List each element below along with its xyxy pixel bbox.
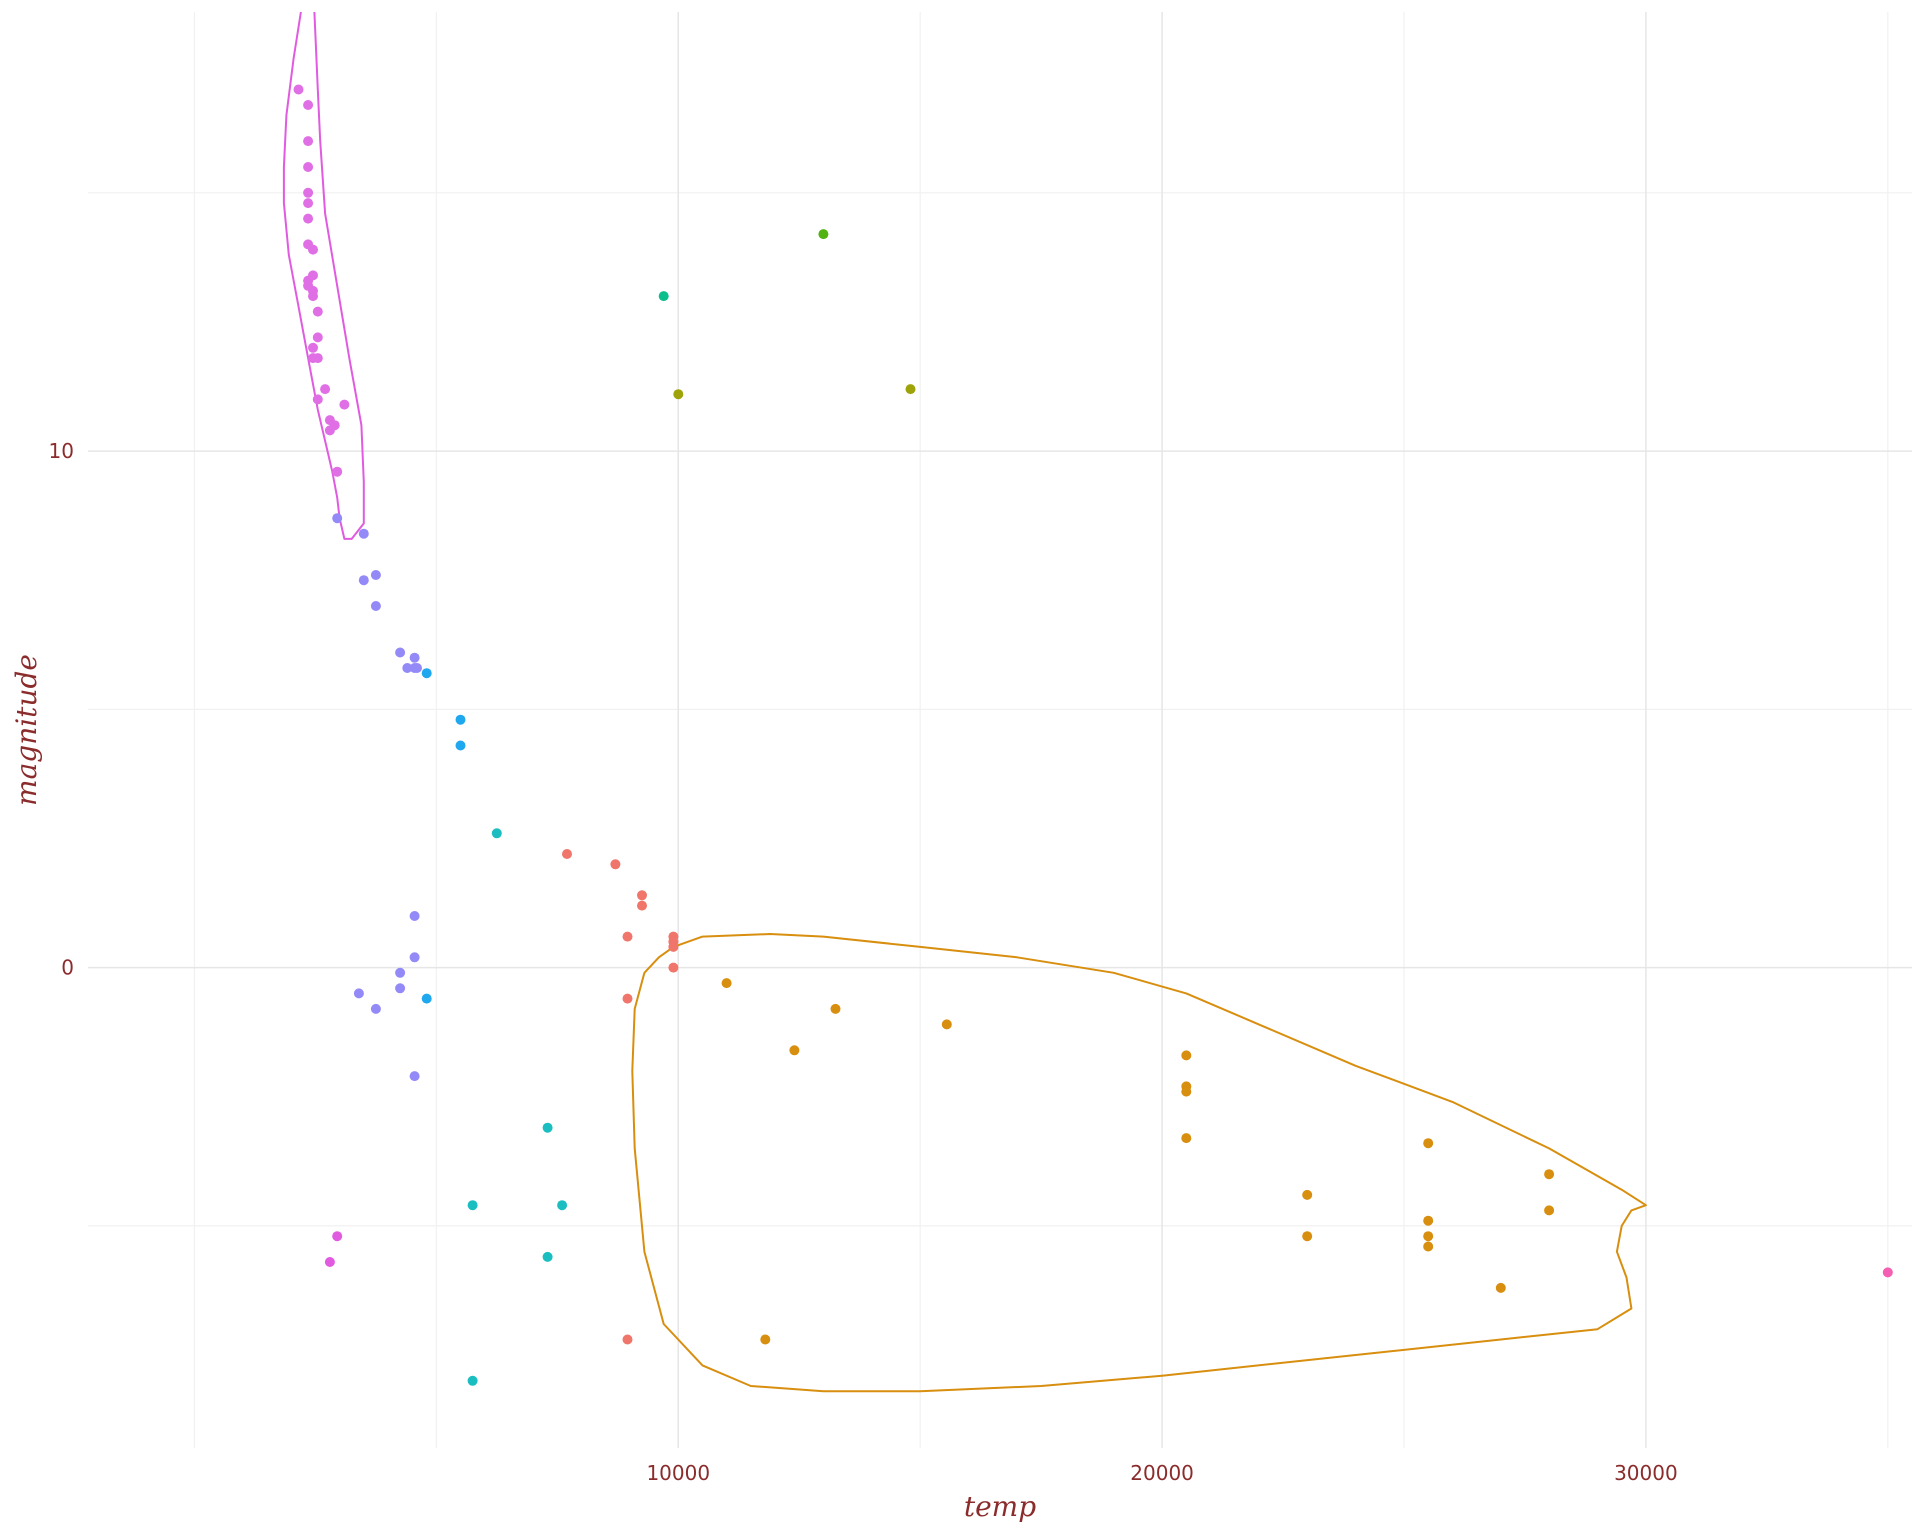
data-point (1181, 1086, 1192, 1097)
data-point (455, 714, 466, 725)
data-point (668, 962, 679, 973)
grid-lines (88, 12, 1912, 1448)
data-point (557, 1200, 568, 1211)
data-point (1302, 1231, 1313, 1242)
data-point (941, 1019, 952, 1030)
data-point (1423, 1231, 1434, 1242)
data-point (1495, 1282, 1506, 1293)
data-point (395, 647, 406, 658)
data-point (332, 513, 343, 524)
data-point (637, 890, 647, 901)
data-point (303, 213, 314, 224)
data-point (409, 1071, 420, 1082)
x-tick-label: 30000 (1614, 1461, 1678, 1485)
data-point (542, 1122, 553, 1133)
data-point (308, 353, 318, 364)
data-point (329, 420, 340, 431)
data-point (1181, 1050, 1192, 1061)
data-point (303, 100, 314, 110)
data-point (409, 652, 420, 663)
data-point (353, 988, 364, 999)
density-contours (282, 11, 1647, 1393)
data-point (421, 668, 432, 679)
data-point (1544, 1205, 1555, 1216)
data-point (332, 466, 343, 477)
data-point (905, 384, 916, 395)
x-tick-labels: 10000 20000 30000 (646, 1461, 1677, 1485)
data-point (658, 291, 669, 302)
data-point (622, 993, 633, 1004)
data-point (610, 859, 621, 870)
data-point (303, 187, 314, 198)
data-point (467, 1375, 478, 1386)
data-point (467, 1200, 478, 1211)
density-contour (282, 11, 365, 540)
data-point (402, 663, 413, 673)
data-point (760, 1334, 771, 1345)
data-point (721, 978, 732, 989)
data-point (637, 900, 647, 911)
data-point (1302, 1189, 1313, 1200)
data-point (491, 828, 502, 839)
data-point (789, 1045, 800, 1056)
data-point (562, 849, 572, 859)
data-point (293, 84, 304, 95)
data-point (673, 389, 684, 400)
data-point (421, 993, 432, 1004)
data-point (542, 1251, 553, 1262)
data-point (303, 198, 314, 209)
data-point (622, 1334, 633, 1345)
data-point (412, 663, 422, 673)
data-point (1882, 1267, 1893, 1278)
y-tick-label: 10 (49, 439, 74, 463)
data-point (370, 1003, 381, 1014)
data-point (308, 270, 318, 281)
data-points (293, 84, 1893, 1386)
x-tick-label: 10000 (646, 1461, 710, 1485)
data-point (358, 575, 369, 586)
data-point (312, 306, 323, 317)
data-point (370, 570, 381, 580)
x-tick-label: 20000 (1130, 1461, 1194, 1485)
data-point (308, 244, 318, 255)
data-point (312, 332, 323, 343)
y-tick-labels: 0 10 (49, 439, 74, 980)
x-axis-title: temp (964, 1490, 1036, 1523)
data-point (395, 967, 406, 978)
data-point (818, 229, 829, 240)
data-point (308, 342, 318, 353)
data-point (308, 291, 318, 302)
data-point (409, 911, 420, 921)
data-point (303, 162, 314, 172)
data-point (455, 740, 466, 751)
data-point (830, 1003, 841, 1014)
data-point (312, 394, 323, 405)
data-point (409, 952, 420, 963)
data-point (324, 1257, 335, 1267)
density-contour (631, 933, 1647, 1393)
data-point (332, 1231, 343, 1242)
y-tick-label: 0 (61, 956, 74, 980)
data-point (320, 384, 331, 395)
data-point (339, 399, 350, 410)
data-point (1423, 1241, 1434, 1252)
data-point (1423, 1138, 1434, 1149)
data-point (395, 983, 406, 994)
y-axis-title: magnitude (10, 654, 43, 806)
data-point (1181, 1133, 1192, 1144)
data-point (668, 941, 679, 952)
data-point (358, 528, 369, 539)
data-point (622, 931, 633, 942)
data-point (370, 601, 381, 611)
data-point (303, 136, 314, 147)
data-point (1544, 1169, 1555, 1180)
data-point (1423, 1215, 1434, 1226)
